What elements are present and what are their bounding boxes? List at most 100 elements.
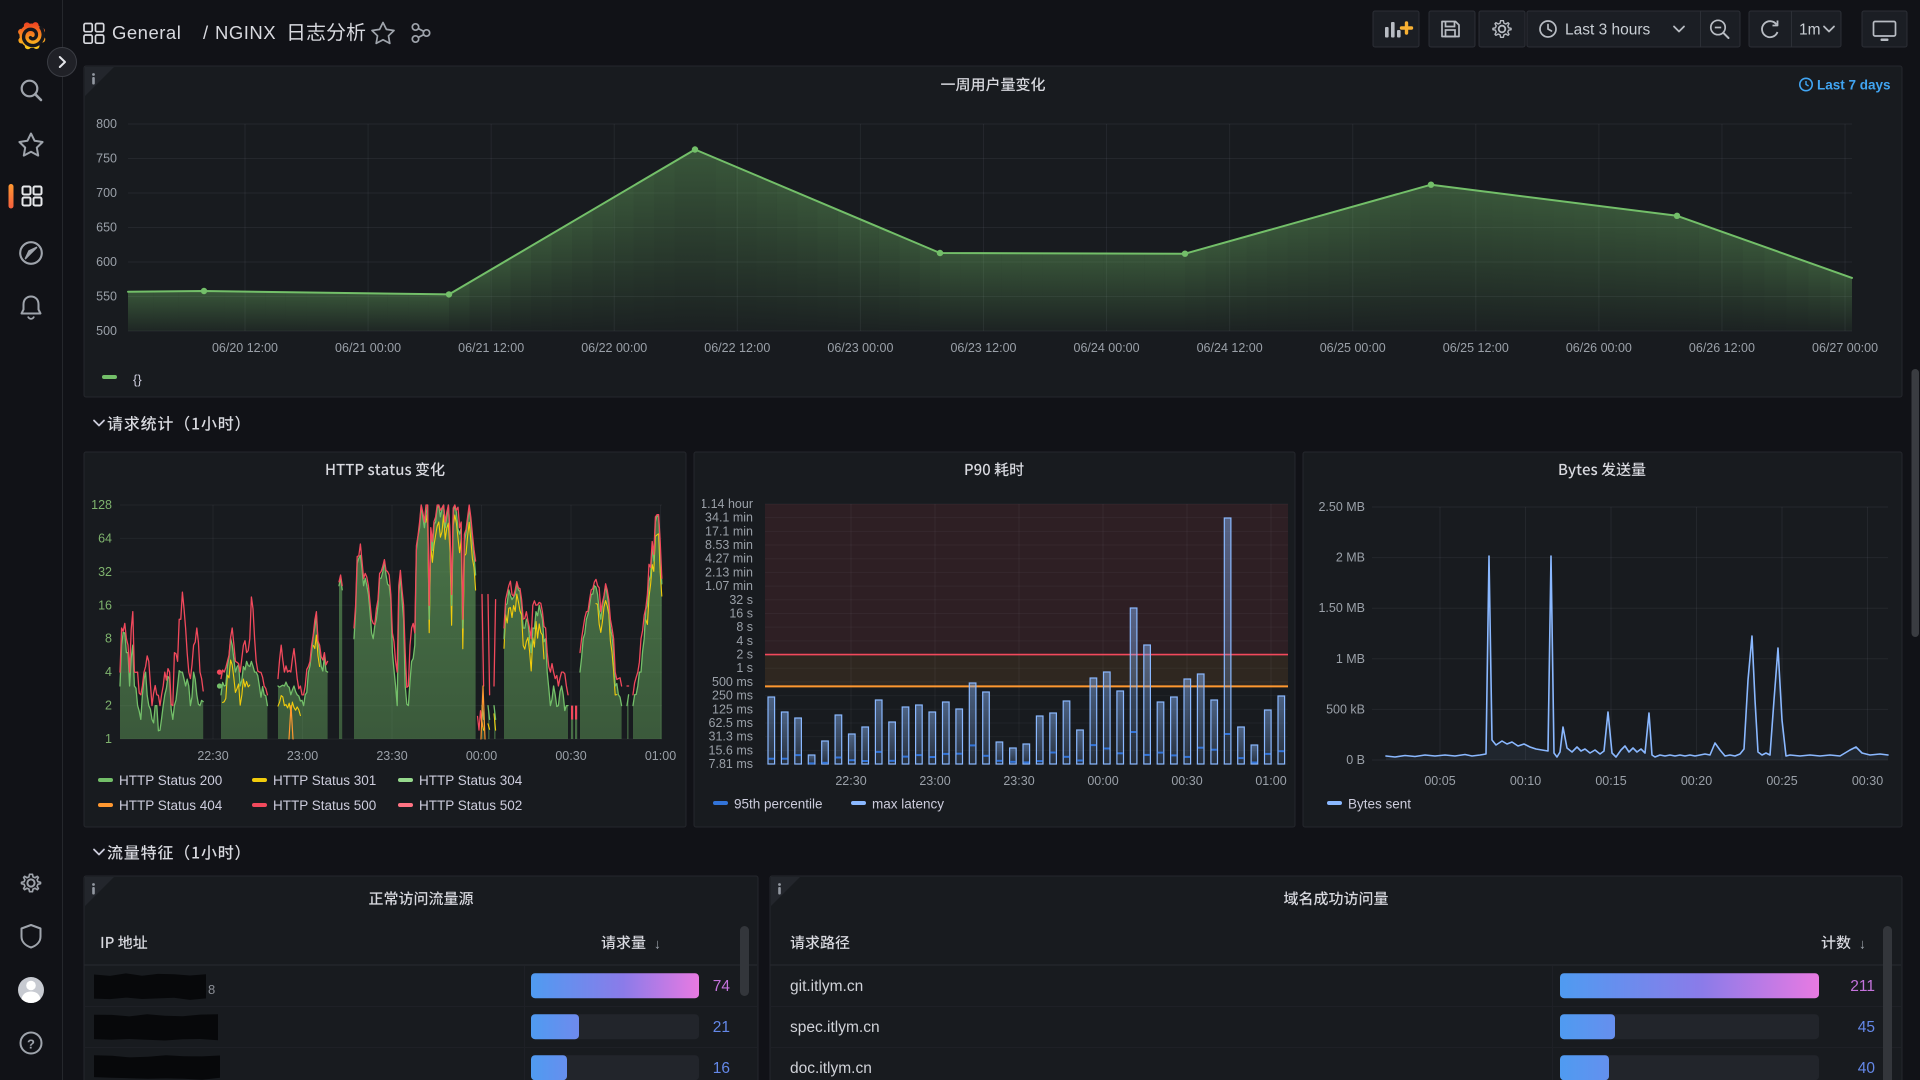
svg-text:1: 1 <box>105 732 112 746</box>
svg-text:23:30: 23:30 <box>376 749 407 763</box>
svg-text:2.50 MB: 2.50 MB <box>1318 500 1365 514</box>
svg-text:HTTP Status 500: HTTP Status 500 <box>273 798 376 813</box>
svg-text:06/26 12:00: 06/26 12:00 <box>1689 341 1755 355</box>
svg-text:45: 45 <box>1858 1019 1875 1036</box>
svg-text:125 ms: 125 ms <box>712 702 753 716</box>
svg-text:95th percentile: 95th percentile <box>734 797 823 812</box>
svg-text:8.53 min: 8.53 min <box>705 538 753 552</box>
svg-text:128: 128 <box>91 498 112 512</box>
svg-text:23:30: 23:30 <box>1003 774 1034 788</box>
svg-text:06/23 12:00: 06/23 12:00 <box>950 341 1016 355</box>
svg-text:16 s: 16 s <box>729 606 753 620</box>
svg-text:↓: ↓ <box>1859 936 1866 952</box>
svg-text:0 B: 0 B <box>1346 753 1365 767</box>
svg-text:7.81 ms: 7.81 ms <box>709 757 753 771</box>
svg-text:500 kB: 500 kB <box>1326 702 1365 716</box>
svg-text:4 s: 4 s <box>736 634 753 648</box>
svg-text:4: 4 <box>105 665 112 679</box>
svg-text:500 ms: 500 ms <box>712 675 753 689</box>
svg-text:1 s: 1 s <box>736 661 753 675</box>
svg-text:Bytes sent: Bytes sent <box>1348 797 1411 812</box>
svg-text:00:30: 00:30 <box>1171 774 1202 788</box>
svg-text:06/21 00:00: 06/21 00:00 <box>335 341 401 355</box>
svg-text:40: 40 <box>1858 1060 1876 1077</box>
svg-text:2.13 min: 2.13 min <box>705 565 753 579</box>
svg-text:00:05: 00:05 <box>1424 774 1455 788</box>
svg-text:17.1 min: 17.1 min <box>705 524 753 538</box>
svg-text:23:00: 23:00 <box>287 749 318 763</box>
svg-text:16: 16 <box>98 598 112 612</box>
svg-text:16: 16 <box>713 1060 730 1077</box>
svg-text:/: / <box>203 22 209 43</box>
svg-text:00:30: 00:30 <box>555 749 586 763</box>
svg-text:Last 3 hours: Last 3 hours <box>1565 22 1651 39</box>
svg-text:31.3 ms: 31.3 ms <box>709 730 753 744</box>
svg-text:550: 550 <box>96 290 117 304</box>
svg-text:8 s: 8 s <box>736 620 753 634</box>
svg-text:500: 500 <box>96 324 117 338</box>
svg-text:00:10: 00:10 <box>1510 774 1541 788</box>
svg-text:250 ms: 250 ms <box>712 689 753 703</box>
svg-text:HTTP Status 200: HTTP Status 200 <box>119 773 222 788</box>
svg-text:2: 2 <box>105 699 112 713</box>
svg-text:4.27 min: 4.27 min <box>705 552 753 566</box>
svg-text:spec.itlym.cn: spec.itlym.cn <box>790 1019 880 1036</box>
svg-text:211: 211 <box>1850 978 1875 995</box>
svg-text:HTTP Status 502: HTTP Status 502 <box>419 798 522 813</box>
svg-text:8: 8 <box>208 982 215 997</box>
svg-text:?: ? <box>27 1037 35 1052</box>
svg-text:06/23 00:00: 06/23 00:00 <box>827 341 893 355</box>
svg-text:06/27 00:00: 06/27 00:00 <box>1812 341 1878 355</box>
svg-text:00:20: 00:20 <box>1681 774 1712 788</box>
svg-text:15.6 ms: 15.6 ms <box>709 743 753 757</box>
svg-text:800: 800 <box>96 117 117 131</box>
svg-text:NGINX: NGINX <box>215 22 276 43</box>
svg-text:↓: ↓ <box>654 936 661 952</box>
svg-text:32 s: 32 s <box>729 593 753 607</box>
svg-text:700: 700 <box>96 186 117 200</box>
svg-text:00:00: 00:00 <box>466 749 497 763</box>
svg-text:{}: {} <box>133 372 142 387</box>
svg-text:2 s: 2 s <box>736 648 753 662</box>
svg-text:62.5 ms: 62.5 ms <box>709 716 753 730</box>
svg-text:max latency: max latency <box>872 797 944 812</box>
svg-text:06/24 00:00: 06/24 00:00 <box>1074 341 1140 355</box>
svg-text:74: 74 <box>713 978 731 995</box>
svg-text:06/24 12:00: 06/24 12:00 <box>1197 341 1263 355</box>
svg-text:21: 21 <box>713 1019 730 1036</box>
svg-text:34.1 min: 34.1 min <box>705 511 753 525</box>
svg-text:64: 64 <box>98 531 112 545</box>
svg-text:01:00: 01:00 <box>1255 774 1286 788</box>
svg-text:HTTP Status 404: HTTP Status 404 <box>119 798 223 813</box>
svg-text:06/20 12:00: 06/20 12:00 <box>212 341 278 355</box>
svg-text:1m: 1m <box>1799 22 1821 39</box>
svg-text:General: General <box>112 22 181 43</box>
svg-text:HTTP Status 304: HTTP Status 304 <box>419 773 523 788</box>
svg-text:06/22 00:00: 06/22 00:00 <box>581 341 647 355</box>
svg-text:06/26 00:00: 06/26 00:00 <box>1566 341 1632 355</box>
svg-text:06/25 12:00: 06/25 12:00 <box>1443 341 1509 355</box>
svg-text:22:30: 22:30 <box>197 749 228 763</box>
svg-text:23:00: 23:00 <box>919 774 950 788</box>
svg-text:git.itlym.cn: git.itlym.cn <box>790 978 863 995</box>
svg-text:1.07 min: 1.07 min <box>705 579 753 593</box>
svg-text:650: 650 <box>96 221 117 235</box>
svg-text:01:00: 01:00 <box>645 749 676 763</box>
svg-text:600: 600 <box>96 255 117 269</box>
svg-text:06/21 12:00: 06/21 12:00 <box>458 341 524 355</box>
svg-text:750: 750 <box>96 152 117 166</box>
svg-text:HTTP Status 301: HTTP Status 301 <box>273 773 376 788</box>
svg-text:doc.itlym.cn: doc.itlym.cn <box>790 1060 872 1077</box>
svg-text:00:00: 00:00 <box>1087 774 1118 788</box>
svg-text:1.14 hour: 1.14 hour <box>700 497 753 511</box>
svg-text:06/22 12:00: 06/22 12:00 <box>704 341 770 355</box>
svg-text:00:15: 00:15 <box>1595 774 1626 788</box>
svg-text:32: 32 <box>98 565 112 579</box>
svg-text:2 MB: 2 MB <box>1336 551 1365 565</box>
svg-text:00:25: 00:25 <box>1766 774 1797 788</box>
svg-text:Last 7 days: Last 7 days <box>1817 78 1891 93</box>
svg-text:1 MB: 1 MB <box>1336 652 1365 666</box>
svg-text:06/25 00:00: 06/25 00:00 <box>1320 341 1386 355</box>
svg-text:8: 8 <box>105 632 112 646</box>
svg-text:22:30: 22:30 <box>835 774 866 788</box>
